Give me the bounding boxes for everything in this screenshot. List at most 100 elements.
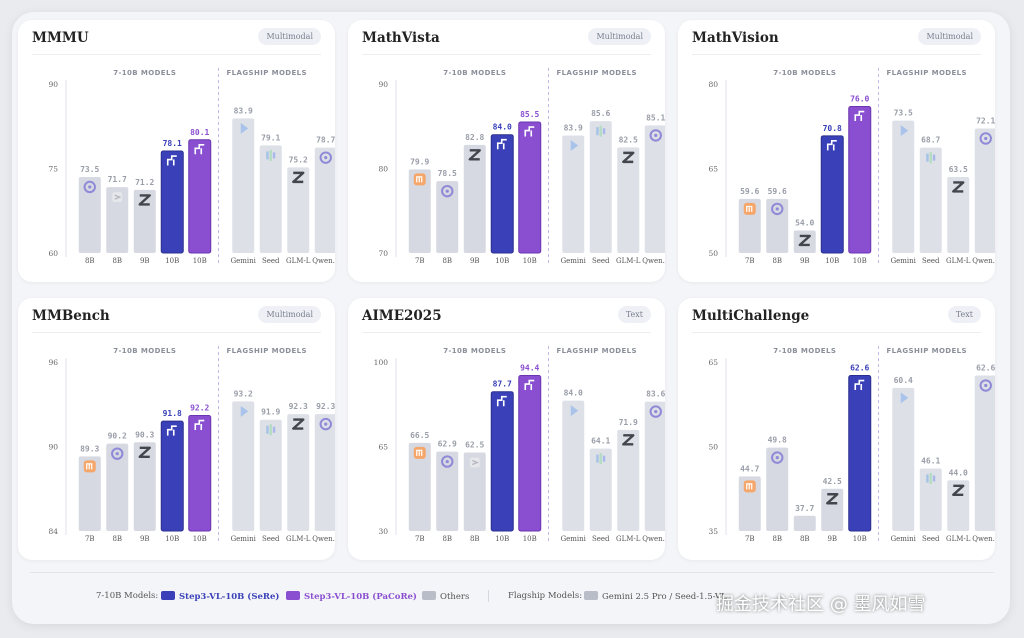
- seed-icon: [596, 125, 606, 137]
- bar: [259, 145, 282, 253]
- x-tick-label: GLM-L: [616, 257, 641, 265]
- x-tick-label: Gemini: [231, 535, 257, 543]
- bar: [78, 456, 101, 531]
- bar: [463, 452, 486, 531]
- bar: [974, 375, 995, 531]
- x-tick-label: 10B: [825, 257, 839, 265]
- x-tick-label: GLM-L: [616, 535, 641, 543]
- bar-value-label: 49.8: [768, 436, 787, 445]
- bar: [793, 515, 816, 531]
- title-divider: [362, 332, 651, 333]
- bar-value-label: 82.5: [619, 135, 638, 144]
- x-tick-label: Seed: [922, 257, 940, 265]
- glm-icon: [622, 434, 635, 446]
- bar: [947, 176, 970, 253]
- bar-value-label: 59.6: [740, 187, 759, 196]
- qwen-icon: [771, 451, 784, 464]
- chart-title: MultiChallenge: [692, 308, 810, 324]
- x-tick-label: 7B: [745, 257, 755, 265]
- bar: [106, 443, 129, 531]
- legend-group-label-small: 7-10B Models:: [96, 591, 159, 601]
- modality-badge: Text: [947, 306, 981, 323]
- gemini-icon: [900, 125, 909, 137]
- step-icon: [166, 155, 177, 166]
- bar: [408, 169, 431, 253]
- bar-value-label: 54.0: [795, 218, 814, 227]
- x-tick-label: 8B: [112, 257, 122, 265]
- x-tick-label: Seed: [262, 535, 280, 543]
- x-tick-label: Gemini: [891, 535, 917, 543]
- seed-icon: [266, 149, 276, 161]
- bar-value-label: 62.6: [976, 364, 995, 373]
- x-tick-label: 10B: [853, 535, 867, 543]
- glm-icon: [798, 234, 811, 247]
- qwen-icon: [649, 129, 662, 142]
- section-label-small-models: 7-10B MODELS: [113, 347, 176, 355]
- legend-swatch-sere: [161, 591, 175, 600]
- section-label-small-models: 7-10B MODELS: [443, 69, 506, 77]
- x-tick-label: 10B: [193, 257, 207, 265]
- bar-value-label: 37.7: [795, 504, 814, 513]
- x-tick-label: GLM-L: [286, 257, 311, 265]
- gemini-icon: [240, 122, 249, 134]
- x-tick-label: GLM-L: [286, 535, 311, 543]
- x-tick-label: 10B: [853, 257, 867, 265]
- section-label-small-models: 7-10B MODELS: [113, 69, 176, 77]
- chart-title: MMBench: [32, 308, 110, 324]
- bar-value-label: 46.1: [921, 456, 940, 465]
- title-divider: [692, 332, 981, 333]
- bar: [232, 401, 255, 531]
- y-tick-label: 30: [378, 527, 388, 536]
- bar-value-label: 83.9: [234, 106, 253, 115]
- y-tick-label: 100: [374, 358, 389, 367]
- bar-value-label: 84.0: [493, 123, 512, 132]
- bar: [518, 375, 542, 532]
- glm-icon: [826, 493, 839, 505]
- mi-icon: [743, 202, 756, 215]
- bar-value-label: 72.1: [976, 117, 995, 126]
- bar-value-label: 79.1: [261, 133, 280, 142]
- x-tick-label: Seed: [592, 257, 610, 265]
- section-label-small-models: 7-10B MODELS: [773, 69, 836, 77]
- bar: [974, 128, 995, 253]
- x-tick-label: 10B: [193, 535, 207, 543]
- modality-badge: Text: [617, 306, 651, 323]
- y-tick-label: 50: [708, 249, 718, 258]
- bar: [589, 448, 612, 531]
- glm-icon: [292, 171, 305, 184]
- bar: [919, 468, 942, 531]
- title-divider: [692, 54, 981, 55]
- qwen-icon: [771, 202, 784, 216]
- seed-icon: [926, 472, 936, 484]
- y-tick-label: 75: [48, 165, 58, 174]
- bar: [644, 401, 665, 531]
- bar: [287, 167, 310, 253]
- bar: [287, 414, 310, 531]
- section-label-flagship: FLAGSHIP MODELS: [227, 347, 308, 355]
- bar-chart-svg: 7-10B MODELS FLAGSHIP MODELS 65 50 35 44.7 7B 4…: [708, 346, 995, 543]
- bar-value-label: 62.9: [438, 440, 457, 449]
- step-icon: [166, 425, 177, 436]
- y-tick-label: 70: [378, 249, 388, 258]
- y-tick-label: 50: [708, 443, 718, 452]
- bar-value-label: 89.3: [80, 444, 99, 453]
- x-tick-label: Qwen...: [642, 257, 665, 265]
- chart-panel-mmmu: MMMU Multimodal 7-10B MODELS FLAGSHIP MODEL…: [18, 20, 335, 282]
- glm-icon: [292, 418, 305, 430]
- bar-value-label: 44.0: [949, 468, 968, 477]
- x-tick-label: 9B: [140, 257, 150, 265]
- bar-value-label: 84.0: [564, 389, 583, 398]
- legend-swatch-flagship: [584, 591, 598, 600]
- bar-value-label: 91.8: [163, 409, 182, 418]
- mi-icon: [413, 446, 426, 459]
- section-label-small-models: 7-10B MODELS: [773, 347, 836, 355]
- bar-value-label: 85.6: [591, 109, 610, 118]
- bar: [490, 134, 514, 254]
- gemini-icon: [240, 405, 249, 417]
- legend-label-flagship: Gemini 2.5 Pro / Seed-1.5-VL: [602, 592, 727, 602]
- bar-value-label: 83.6: [646, 390, 665, 399]
- bar: [188, 415, 212, 532]
- step-icon: [194, 143, 205, 155]
- bar-value-label: 94.4: [520, 364, 539, 373]
- bar: [919, 147, 942, 253]
